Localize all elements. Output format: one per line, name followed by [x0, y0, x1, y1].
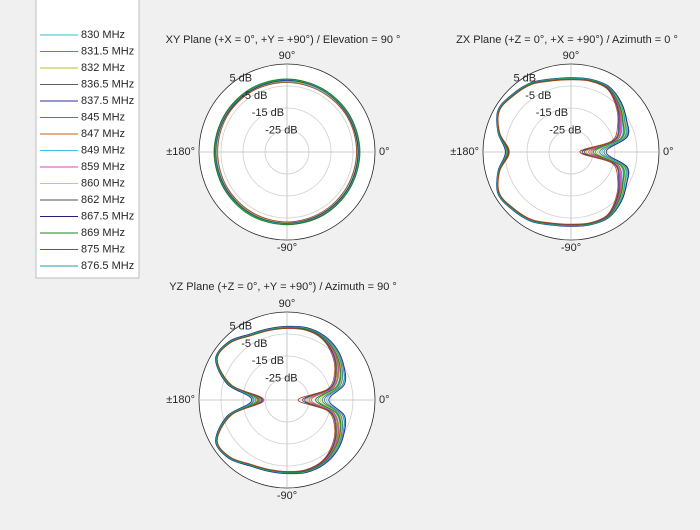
- angle-tick-label: 0°: [379, 394, 390, 406]
- legend-label: 859 MHz: [81, 161, 125, 173]
- chart-title: YZ Plane (+Z = 0°, +Y = +90°) / Azimuth …: [169, 281, 397, 293]
- legend-label: 845 MHz: [81, 111, 125, 123]
- pattern-line: [496, 78, 625, 226]
- legend-label: 836.5 MHz: [81, 78, 134, 90]
- angle-tick-label: 90°: [279, 50, 296, 62]
- pattern-line: [216, 327, 338, 473]
- pattern-line: [497, 78, 621, 226]
- legend-label: 830 MHz: [81, 29, 125, 41]
- radial-tick-label: -25 dB: [549, 125, 581, 137]
- angle-tick-label: 90°: [279, 298, 296, 310]
- pattern-line: [215, 80, 359, 224]
- angle-tick-label: -90°: [277, 490, 297, 502]
- radial-tick-label: -25 dB: [265, 373, 297, 385]
- legend-label: 860 MHz: [81, 177, 125, 189]
- pattern-line: [216, 326, 341, 474]
- pattern-line: [496, 77, 630, 227]
- pattern-line: [497, 78, 622, 226]
- angle-tick-label: -90°: [561, 242, 581, 254]
- pattern-line: [213, 78, 361, 226]
- legend-label: 867.5 MHz: [81, 210, 134, 222]
- pattern-line: [497, 79, 619, 225]
- angle-tick-label: -90°: [277, 242, 297, 254]
- radial-tick-label: 5 dB: [514, 73, 537, 85]
- pattern-line: [215, 80, 359, 224]
- angle-tick-label: ±180°: [166, 146, 195, 158]
- angle-tick-label: 0°: [379, 146, 390, 158]
- pattern-line: [216, 327, 339, 473]
- radial-tick-label: -5 dB: [525, 90, 551, 102]
- legend-label: 831.5 MHz: [81, 45, 134, 57]
- legend-label: 832 MHz: [81, 62, 125, 74]
- legend-box: [35, 0, 140, 279]
- pattern-line: [496, 77, 627, 227]
- pattern-line: [217, 82, 357, 223]
- radial-tick-label: -5 dB: [241, 90, 267, 102]
- radial-tick-label: -15 dB: [536, 107, 568, 119]
- angle-tick-label: ±180°: [166, 394, 195, 406]
- legend-label: 875 MHz: [81, 243, 125, 255]
- angle-tick-label: 0°: [663, 146, 674, 158]
- angle-tick-label: ±180°: [450, 146, 479, 158]
- chart-title: ZX Plane (+Z = 0°, +X = +90°) / Azimuth …: [456, 34, 678, 46]
- radial-tick-label: -15 dB: [252, 107, 284, 119]
- legend-label: 862 MHz: [81, 194, 125, 206]
- legend-label: 849 MHz: [81, 144, 125, 156]
- radial-tick-label: 5 dB: [230, 321, 253, 333]
- radial-tick-label: -15 dB: [252, 355, 284, 367]
- angle-tick-label: 90°: [563, 50, 580, 62]
- radial-tick-label: 5 dB: [230, 73, 253, 85]
- pattern-line: [216, 328, 336, 472]
- pattern-line: [214, 79, 360, 225]
- legend-label: 837.5 MHz: [81, 95, 134, 107]
- pattern-line: [216, 327, 337, 473]
- pattern-line: [215, 325, 347, 475]
- radial-tick-label: -5 dB: [241, 338, 267, 350]
- radial-tick-label: -25 dB: [265, 125, 297, 137]
- pattern-line: [215, 326, 343, 474]
- legend-label: 869 MHz: [81, 227, 125, 239]
- chart-title: XY Plane (+X = 0°, +Y = +90°) / Elevatio…: [166, 34, 401, 46]
- legend-label: 847 MHz: [81, 128, 125, 140]
- legend-label: 876.5 MHz: [81, 260, 134, 272]
